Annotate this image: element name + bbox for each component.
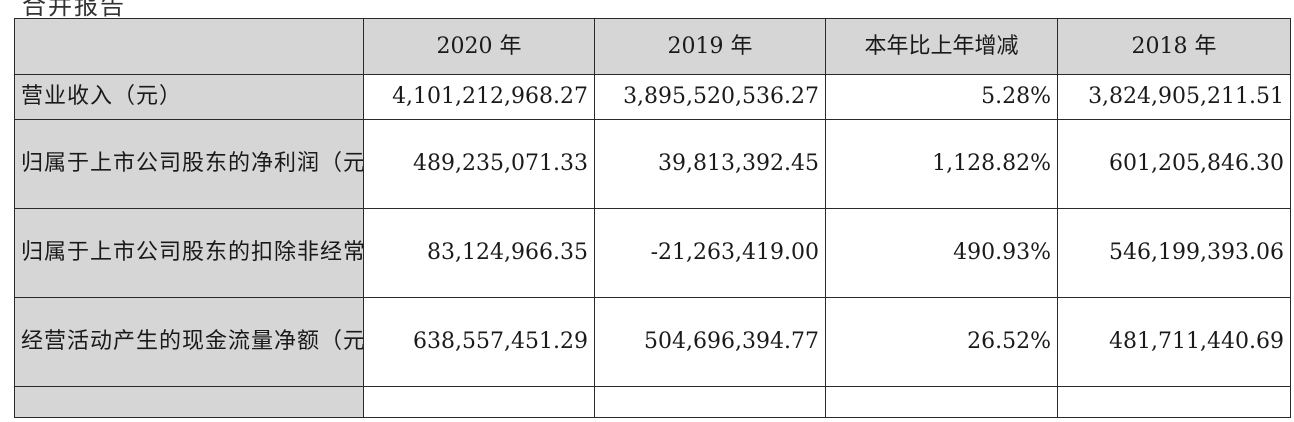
- column-header-2020: 2020 年: [363, 18, 595, 75]
- cell-value: 504,696,394.77: [594, 297, 826, 387]
- row-label-adjusted-net-profit: 归属于上市公司股东的扣除非经常性损益的净利润（元）: [14, 208, 364, 298]
- cell-value: 481,711,440.69: [1057, 297, 1291, 387]
- column-header-2019: 2019 年: [594, 18, 826, 75]
- row-label-revenue: 营业收入（元）: [14, 74, 364, 120]
- cell-value: 3,824,905,211.51: [1057, 74, 1291, 120]
- cell-empty: [825, 386, 1058, 418]
- cell-value: 490.93%: [825, 208, 1058, 298]
- financial-summary-table: 2020 年 2019 年 本年比上年增减 2018 年 营业收入（元） 4,1…: [14, 18, 1291, 418]
- cell-value: 601,205,846.30: [1057, 119, 1291, 209]
- cell-value: 489,235,071.33: [363, 119, 595, 209]
- row-label-net-profit: 归属于上市公司股东的净利润（元）: [14, 119, 364, 209]
- row-label-cut-off: [14, 386, 364, 418]
- cell-value: 1,128.82%: [825, 119, 1058, 209]
- table-row-partial: [14, 386, 1291, 418]
- cell-empty: [594, 386, 826, 418]
- cell-value: 638,557,451.29: [363, 297, 595, 387]
- column-header-change: 本年比上年增减: [825, 18, 1058, 75]
- header-corner-cell: [14, 18, 364, 75]
- column-header-2018: 2018 年: [1057, 18, 1291, 75]
- cell-value: 39,813,392.45: [594, 119, 826, 209]
- cell-value: 546,199,393.06: [1057, 208, 1291, 298]
- cell-value: -21,263,419.00: [594, 208, 826, 298]
- table-row: 归属于上市公司股东的扣除非经常性损益的净利润（元） 83,124,966.35 …: [14, 208, 1291, 298]
- cell-value: 26.52%: [825, 297, 1058, 387]
- cell-value: 83,124,966.35: [363, 208, 595, 298]
- table-caption: 合并报告: [22, 0, 126, 20]
- table-row: 营业收入（元） 4,101,212,968.27 3,895,520,536.2…: [14, 74, 1291, 120]
- cell-empty: [1057, 386, 1291, 418]
- table-row: 归属于上市公司股东的净利润（元） 489,235,071.33 39,813,3…: [14, 119, 1291, 209]
- table-row: 经营活动产生的现金流量净额（元） 638,557,451.29 504,696,…: [14, 297, 1291, 387]
- cell-value: 4,101,212,968.27: [363, 74, 595, 120]
- cell-empty: [363, 386, 595, 418]
- cell-value: 5.28%: [825, 74, 1058, 120]
- row-label-operating-cash-flow: 经营活动产生的现金流量净额（元）: [14, 297, 364, 387]
- cell-value: 3,895,520,536.27: [594, 74, 826, 120]
